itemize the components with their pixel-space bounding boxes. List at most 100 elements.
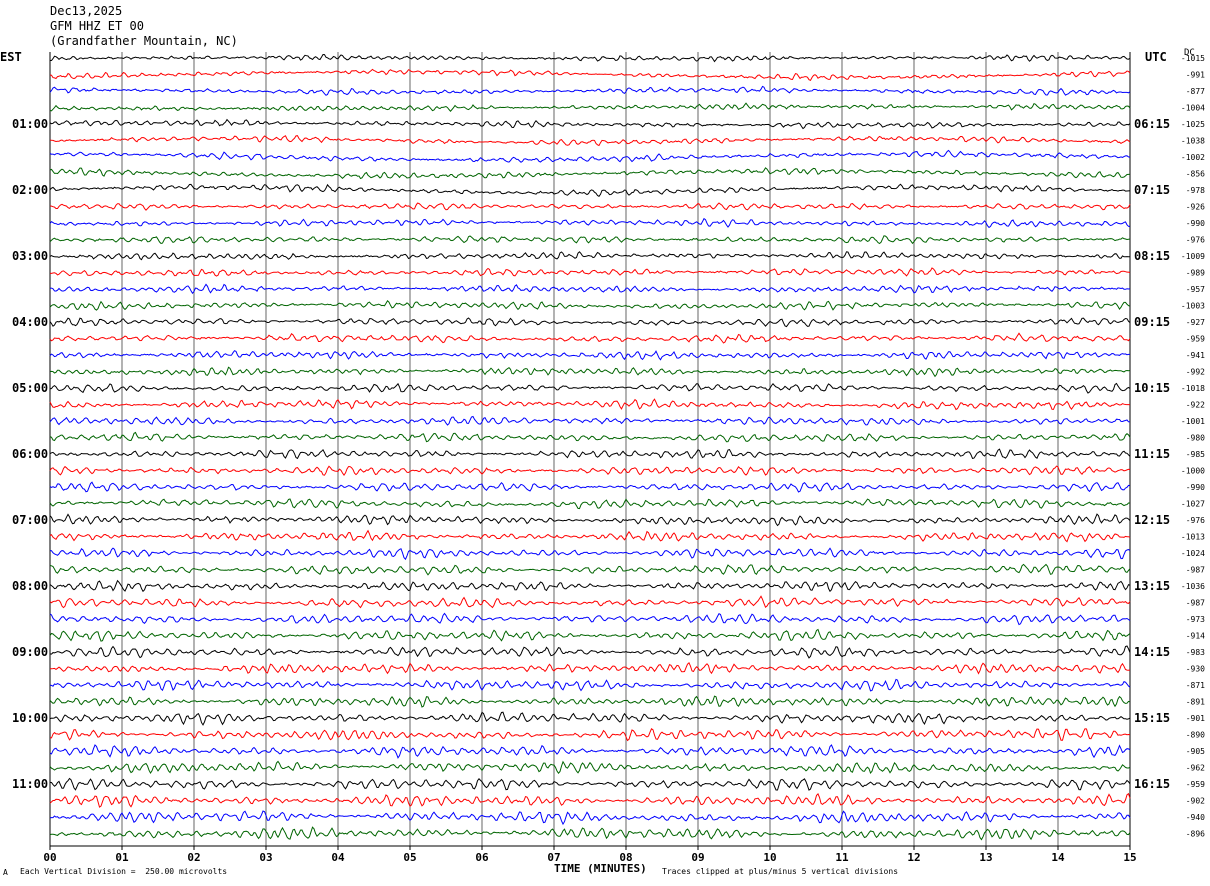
- dc-offset-label: -987: [1186, 599, 1205, 608]
- dc-offset-label: -905: [1186, 747, 1205, 756]
- station-label: GFM HHZ ET 00: [50, 19, 144, 33]
- x-tick-label: 10: [763, 851, 776, 864]
- utc-hour-label: 11:15: [1134, 447, 1170, 461]
- x-axis-label: TIME (MINUTES): [554, 862, 647, 875]
- trace-line: [49, 529, 1131, 543]
- est-hour-label: 07:00: [12, 513, 48, 527]
- est-hour-label: 05:00: [12, 381, 48, 395]
- dc-offset-label: -976: [1186, 236, 1205, 245]
- dc-offset-labels: -1015 -991 -877 -1004 -1025 -1038 -1002 -856 -97…: [1181, 54, 1205, 839]
- scale-note: Each Vertical Division = 250.00 microvol…: [20, 867, 228, 876]
- dc-offset-label: -927: [1186, 318, 1205, 327]
- trace-line: [49, 481, 1131, 493]
- trace-line: [49, 183, 1131, 197]
- dc-offset-label: -1001: [1181, 417, 1205, 426]
- x-tick-labels: 00 01 02 03 04 05 06 07 08 09 10 11 12 13 14 15: [43, 846, 1137, 864]
- trace-line: [49, 826, 1131, 841]
- dc-offset-label: -1004: [1181, 104, 1205, 113]
- x-tick-label: 07: [547, 851, 560, 864]
- est-hour-label: 03:00: [12, 249, 48, 263]
- dc-offset-label: -877: [1186, 87, 1205, 96]
- trace-line: [49, 595, 1131, 609]
- x-tick-label: 04: [331, 851, 345, 864]
- dc-offset-label: -856: [1186, 170, 1205, 179]
- x-tick-label: 12: [907, 851, 920, 864]
- trace-line: [49, 135, 1131, 147]
- trace-line: [49, 350, 1130, 361]
- x-tick-label: 05: [403, 851, 416, 864]
- est-hour-label: 01:00: [12, 117, 48, 131]
- x-tick-label: 11: [835, 851, 849, 864]
- trace-line: [49, 300, 1131, 311]
- utc-hour-label: 16:15: [1134, 777, 1170, 791]
- dc-offset-label: -902: [1186, 797, 1205, 806]
- right-hour-labels: 06:15 07:15 08:15 09:15 10:15 11:15 12:15 13:15…: [1134, 117, 1170, 791]
- dc-offset-label: -976: [1186, 516, 1205, 525]
- left-hour-labels: 01:00 02:00 03:00 04:00 05:00 06:00 07:00 08:00…: [12, 117, 48, 791]
- trace-line: [49, 217, 1131, 229]
- x-tick-label: 02: [187, 851, 200, 864]
- date-label: Dec13,2025: [50, 4, 123, 18]
- dc-offset-label: -891: [1186, 698, 1205, 707]
- trace-line: [49, 777, 1131, 791]
- dc-offset-label: -991: [1186, 71, 1205, 80]
- trace-line: [49, 283, 1131, 295]
- utc-hour-label: 13:15: [1134, 579, 1170, 593]
- trace-line: [49, 465, 1131, 476]
- trace-line: [49, 382, 1131, 394]
- est-axis-label: EST: [0, 50, 22, 64]
- trace-line: [49, 398, 1131, 411]
- dc-offset-label: -959: [1186, 335, 1205, 344]
- trace-line: [49, 760, 1131, 775]
- dc-offset-label: -1036: [1181, 582, 1205, 591]
- utc-hour-label: 10:15: [1134, 381, 1170, 395]
- utc-hour-label: 15:15: [1134, 711, 1170, 725]
- trace-line: [49, 695, 1131, 708]
- dc-offset-label: -1038: [1181, 137, 1205, 146]
- trace-line: [49, 167, 1131, 180]
- trace-line: [49, 235, 1131, 245]
- dc-offset-label: -926: [1186, 203, 1205, 212]
- dc-offset-label: -973: [1186, 615, 1205, 624]
- dc-offset-label: -959: [1186, 780, 1205, 789]
- est-hour-label: 02:00: [12, 183, 48, 197]
- trace-line: [49, 149, 1131, 163]
- trace-line: [49, 366, 1131, 378]
- dc-offset-label: -1024: [1181, 549, 1205, 558]
- x-tick-label: 15: [1123, 851, 1136, 864]
- est-hour-label: 10:00: [12, 711, 48, 725]
- dc-offset-label: -930: [1186, 665, 1205, 674]
- trace-line: [49, 202, 1131, 211]
- dc-offset-label: -1000: [1181, 467, 1205, 476]
- trace-line: [49, 85, 1131, 96]
- dc-offset-label: -890: [1186, 731, 1205, 740]
- trace-line: [49, 792, 1131, 808]
- dc-offset-label: -990: [1186, 483, 1205, 492]
- dc-offset-label: -1027: [1181, 500, 1205, 509]
- utc-hour-label: 06:15: [1134, 117, 1170, 131]
- dc-label: DC: [1184, 48, 1195, 58]
- clip-note: Traces clipped at plus/minus 5 vertical …: [662, 867, 899, 876]
- est-hour-label: 09:00: [12, 645, 48, 659]
- dc-offset-label: -1002: [1181, 153, 1205, 162]
- trace-line: [50, 267, 1131, 277]
- dc-offset-label: -914: [1186, 632, 1205, 641]
- trace-line: [49, 612, 1131, 626]
- dc-offset-label: -1003: [1181, 302, 1205, 311]
- dc-offset-label: -871: [1186, 681, 1205, 690]
- est-hour-label: 08:00: [12, 579, 48, 593]
- dc-offset-label: -962: [1186, 764, 1205, 773]
- est-hour-label: 11:00: [12, 777, 48, 791]
- trace-line: [49, 728, 1131, 742]
- trace-line: [49, 251, 1130, 261]
- trace-line: [49, 498, 1130, 510]
- x-tick-label: 13: [979, 851, 992, 864]
- utc-hour-label: 14:15: [1134, 645, 1170, 659]
- trace-line: [49, 415, 1131, 426]
- trace-line: [49, 431, 1131, 443]
- trace-line: [49, 102, 1131, 112]
- x-tick-label: 06: [475, 851, 489, 864]
- trace-line: [49, 579, 1131, 593]
- x-tick-label: 03: [259, 851, 272, 864]
- dc-offset-label: -987: [1186, 566, 1205, 575]
